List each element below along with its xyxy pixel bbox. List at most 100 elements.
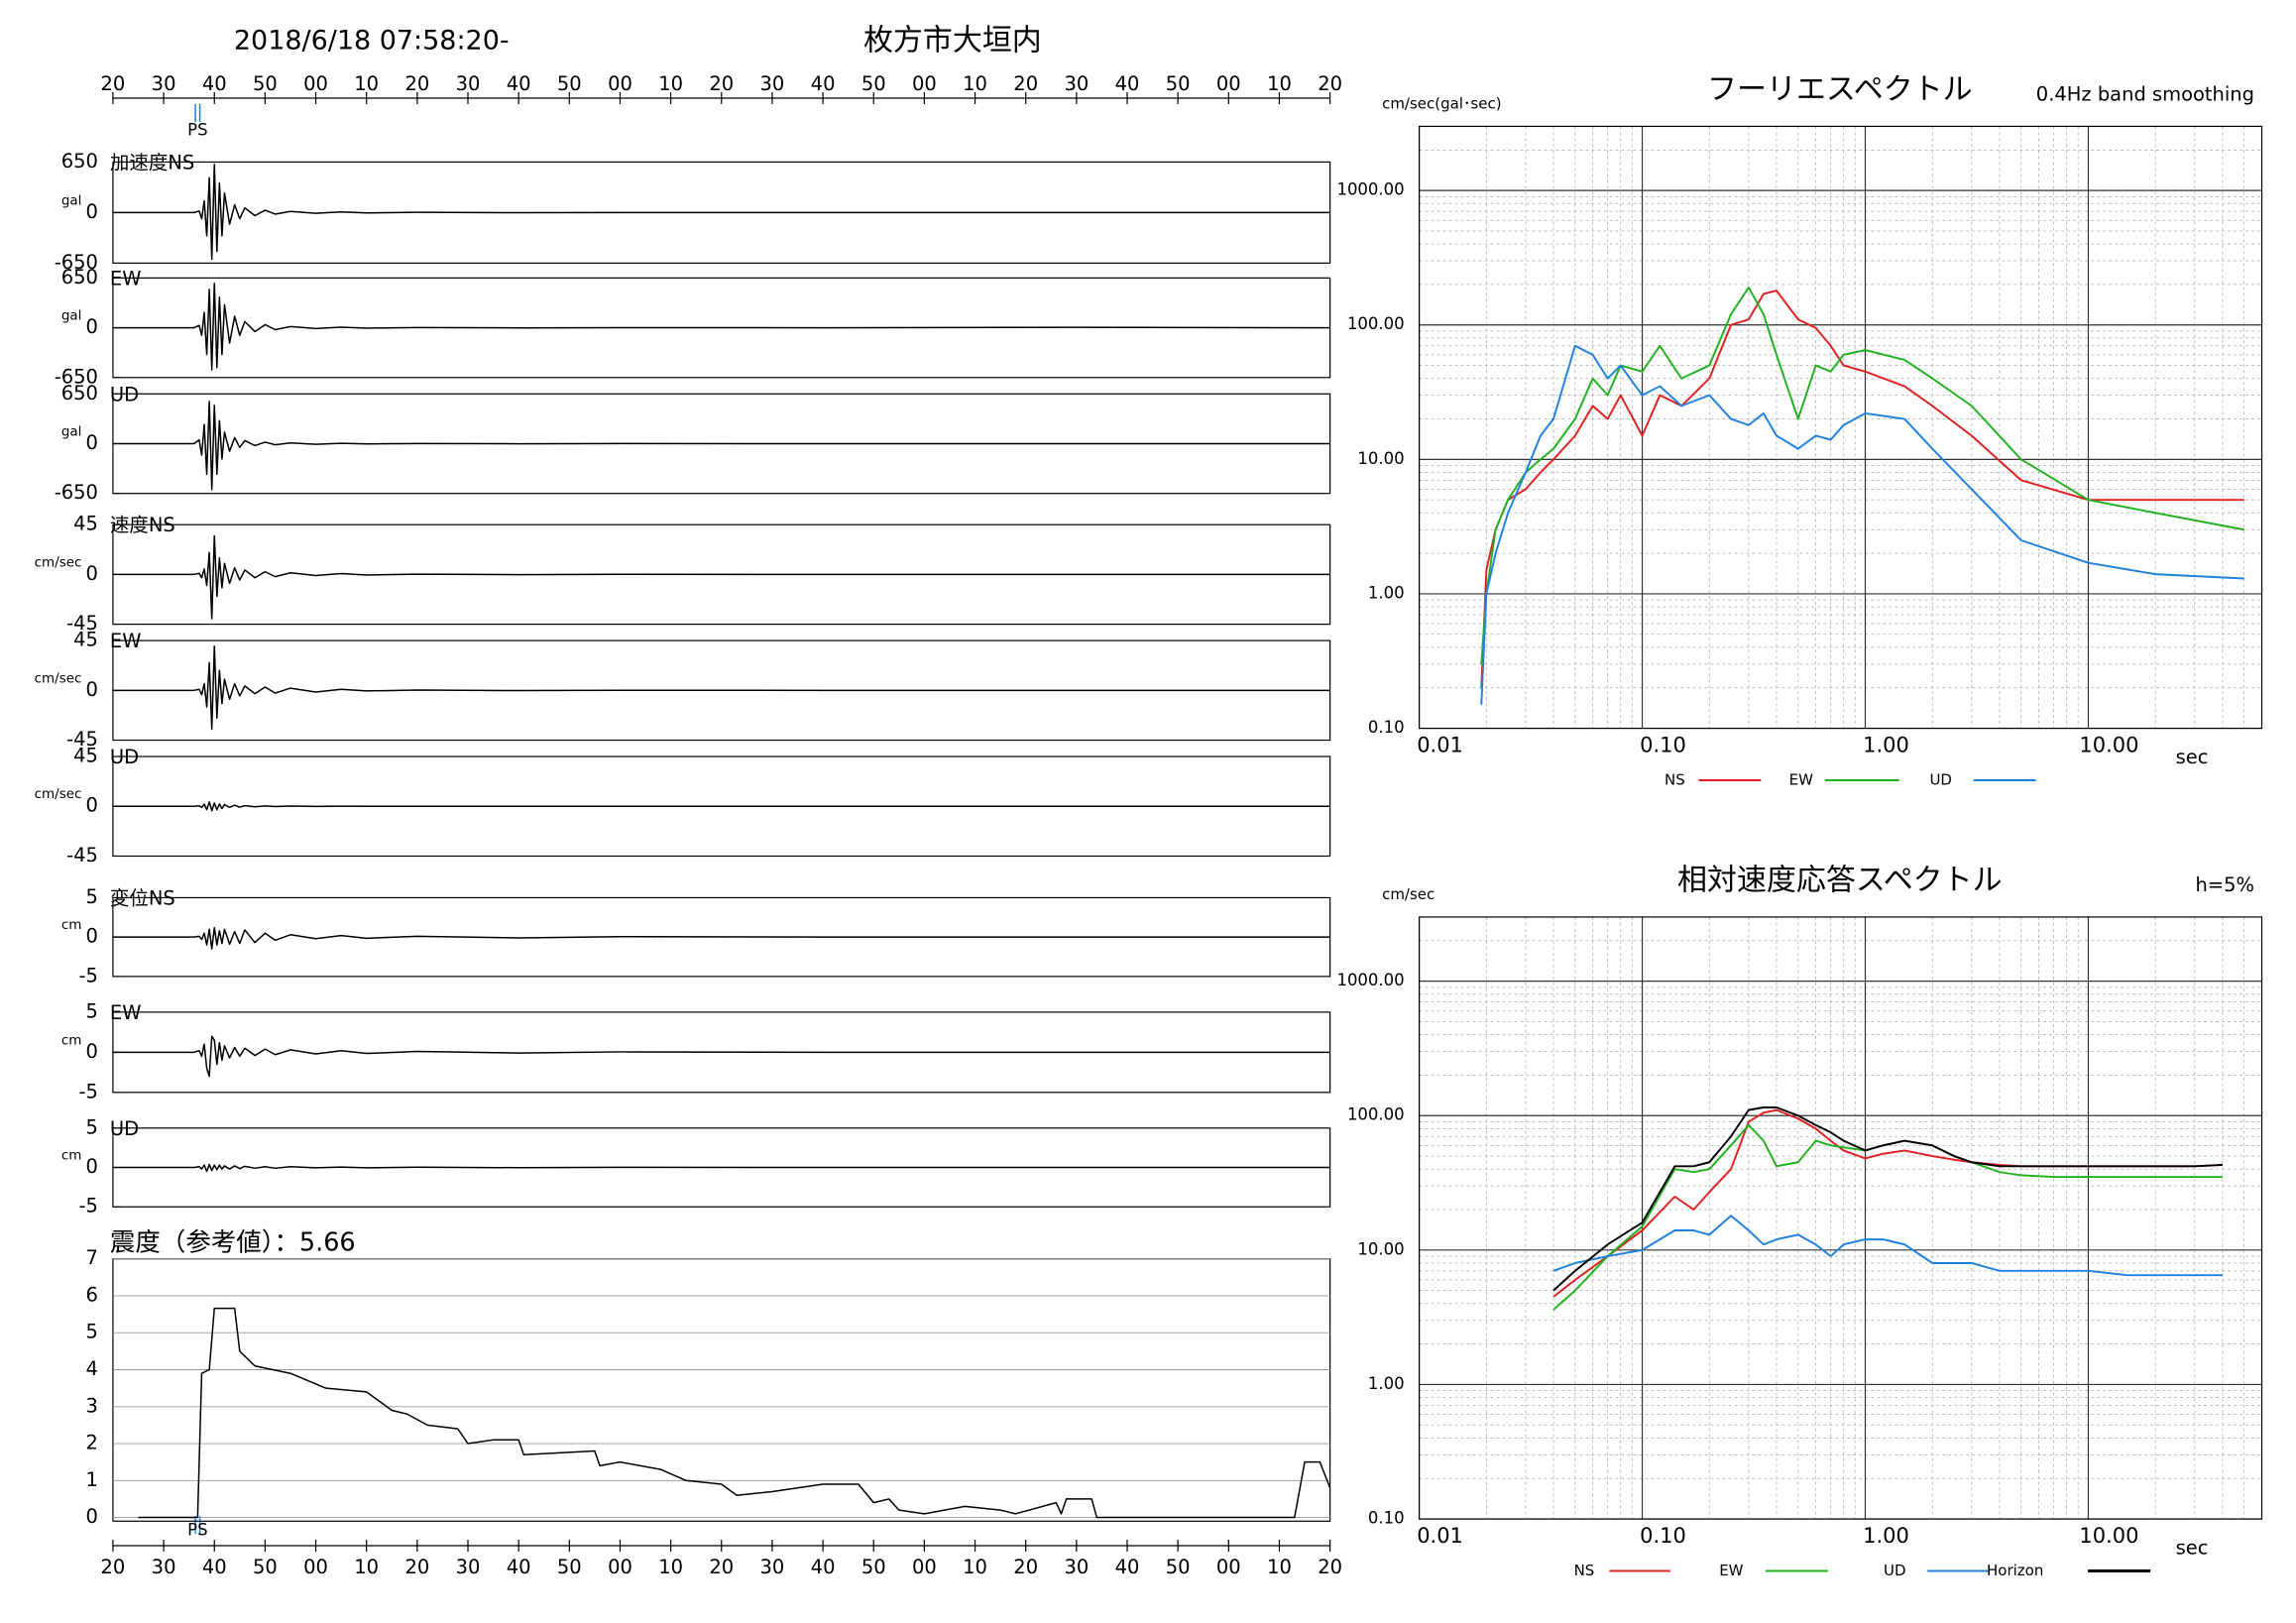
time-tick-label: 40: [507, 1556, 531, 1578]
time-tick-label: 10: [354, 72, 379, 95]
time-tick-label: 30: [760, 72, 785, 95]
data-line: [138, 1307, 1331, 1519]
time-tick-label: 10: [1267, 1556, 1292, 1578]
time-tick-label: 20: [101, 72, 126, 95]
y-tick-label: -5: [79, 1080, 98, 1102]
panel-title: UD: [110, 746, 139, 768]
x-axis-label: sec: [2176, 1537, 2209, 1560]
y-axis-label: cm/sec: [1382, 885, 1435, 903]
y-tick-label: 0.10: [1368, 718, 1405, 737]
y-tick-label: 7: [86, 1246, 98, 1269]
y-tick-label: 0: [86, 1040, 98, 1063]
panel-title: EW: [110, 267, 142, 290]
time-tick-label: 50: [1166, 72, 1191, 95]
time-tick-label: 40: [202, 72, 227, 95]
y-tick-label: -45: [66, 612, 98, 635]
y-tick-label: 1000.00: [1336, 180, 1404, 199]
chart-subtitle: h=5%: [2195, 873, 2254, 896]
y-tick-label: 10.00: [1357, 1239, 1404, 1258]
data-line: [112, 926, 1330, 950]
x-tick-label: 0.01: [1417, 734, 1463, 757]
time-tick-label: 00: [608, 72, 632, 95]
time-tick-label: 10: [963, 1556, 987, 1578]
data-line: [1552, 1123, 2223, 1311]
legend-label: UD: [1884, 1562, 1906, 1579]
y-tick-label: 6: [86, 1283, 98, 1306]
y-tick-label: 0.10: [1368, 1509, 1405, 1528]
plot-frame: [1418, 125, 2263, 730]
y-tick-label: -650: [55, 251, 98, 274]
legend-label: NS: [1665, 771, 1685, 789]
time-tick-label: 00: [303, 72, 328, 95]
time-tick-label: 30: [152, 72, 176, 95]
y-tick-label: 1000.00: [1336, 971, 1404, 989]
y-tick-label: 650: [61, 150, 98, 173]
y-tick-label: 650: [61, 266, 98, 289]
data-line: [112, 644, 1330, 731]
time-tick-label: 10: [658, 1556, 683, 1578]
y-tick-label: 45: [73, 629, 98, 651]
y-tick-label: -45: [66, 844, 98, 867]
time-tick-label: 30: [760, 1556, 785, 1578]
time-tick-label: 30: [456, 1556, 481, 1578]
time-tick-label: 40: [507, 72, 531, 95]
y-tick-label: 4: [86, 1357, 98, 1380]
time-tick-label: 40: [811, 72, 836, 95]
panel-title: UD: [110, 383, 139, 406]
y-tick-label: 0: [86, 1505, 98, 1528]
chart-title: フーリエスペクトル: [1707, 72, 1973, 107]
chart-subtitle: 0.4Hz band smoothing: [2036, 82, 2254, 105]
y-tick-label: 5: [86, 999, 98, 1022]
y-tick-label: 100.00: [1347, 314, 1405, 333]
time-tick-label: 20: [404, 1556, 429, 1578]
unit-label: cm/sec: [35, 670, 82, 686]
plot-frame: [1418, 916, 2263, 1520]
time-tick-label: 20: [1013, 72, 1038, 95]
time-tick-label: 00: [1216, 72, 1241, 95]
y-tick-label: -650: [55, 481, 98, 504]
y-tick-label: 45: [73, 745, 98, 767]
y-tick-label: 1: [86, 1468, 98, 1491]
panel-title: 震度（参考値）：5.66: [110, 1228, 356, 1258]
x-tick-label: 10.00: [2079, 734, 2138, 757]
y-tick-label: 5: [86, 885, 98, 908]
y-tick-label: 2: [86, 1432, 98, 1454]
y-tick-label: 3: [86, 1394, 98, 1417]
ps-label: PS: [187, 1521, 207, 1540]
data-line: [1480, 344, 2244, 705]
time-tick-label: 50: [861, 1556, 886, 1578]
legend-label: Horizon: [1987, 1562, 2043, 1579]
time-tick-label: 20: [1318, 1556, 1342, 1578]
x-tick-label: 1.00: [1863, 734, 1909, 757]
y-tick-label: 0: [86, 1155, 98, 1178]
time-tick-label: 20: [709, 1556, 734, 1578]
unit-label: gal: [61, 192, 82, 208]
x-tick-label: 1.00: [1863, 1524, 1909, 1548]
y-tick-label: 0: [86, 315, 98, 338]
y-tick-label: 0: [86, 794, 98, 817]
time-tick-label: 30: [1064, 72, 1089, 95]
y-tick-label: 0: [86, 678, 98, 701]
chart-title: 相対速度応答スペクトル: [1677, 863, 2003, 897]
time-tick-label: 10: [1267, 72, 1292, 95]
data-line: [112, 164, 1330, 261]
data-line: [112, 1163, 1330, 1173]
data-line: [112, 401, 1330, 491]
data-line: [112, 1035, 1330, 1078]
time-tick-label: 20: [1318, 72, 1342, 95]
time-tick-label: 10: [658, 72, 683, 95]
y-tick-label: -5: [79, 964, 98, 986]
unit-label: cm: [61, 917, 82, 933]
y-tick-label: 650: [61, 382, 98, 405]
y-tick-label: 5: [86, 1321, 98, 1343]
time-tick-label: 20: [404, 72, 429, 95]
y-tick-label: 0: [86, 200, 98, 223]
y-tick-label: 0: [86, 925, 98, 948]
x-tick-label: 0.10: [1640, 734, 1686, 757]
time-tick-label: 10: [963, 72, 987, 95]
station: 枚方市大垣内: [863, 24, 1042, 58]
time-tick-label: 40: [1115, 72, 1140, 95]
time-tick-label: 00: [912, 1556, 937, 1578]
ps-label: PS: [187, 120, 207, 139]
